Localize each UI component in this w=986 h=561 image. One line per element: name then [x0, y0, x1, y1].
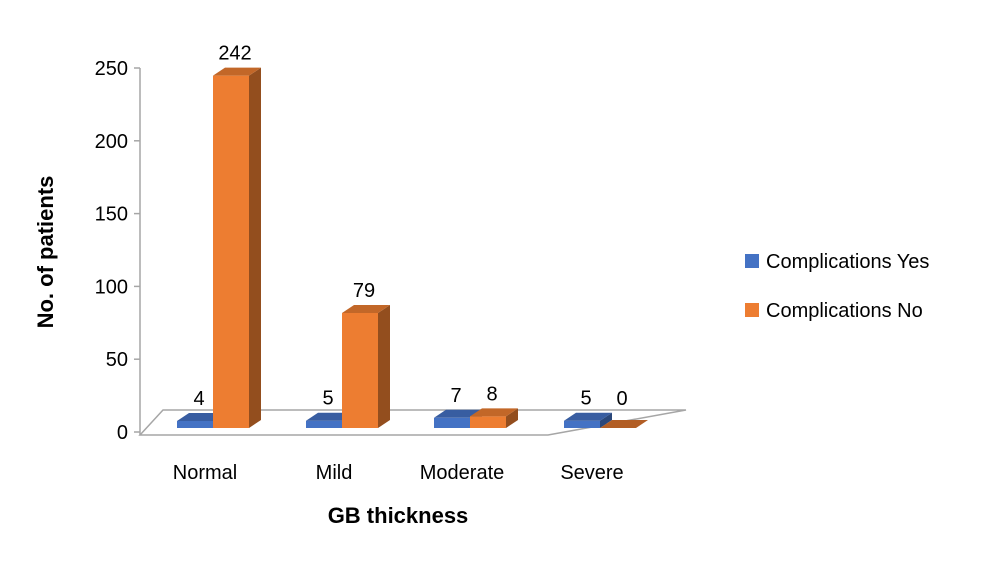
x-tick-label: Severe [560, 462, 623, 484]
x-tick-label: Normal [173, 462, 237, 484]
bar-front-face [470, 416, 506, 428]
legend: Complications Yes Complications No [745, 251, 929, 322]
bar [564, 412, 612, 428]
bar-front-face [177, 421, 213, 428]
legend-swatch [745, 254, 759, 268]
bar-top-face [564, 412, 612, 421]
y-tick-label: 100 [95, 276, 128, 298]
y-tick-label: 50 [106, 349, 128, 371]
y-axis: 0 50 100 150 200 250 [95, 58, 141, 444]
bar-front-face [564, 420, 600, 428]
chart-floor [138, 409, 687, 436]
bar-side-face [249, 67, 261, 428]
legend-label: Complications Yes [766, 251, 929, 273]
y-tick-label: 200 [95, 131, 128, 153]
legend-swatch [745, 303, 759, 317]
bar-side-face [506, 408, 518, 428]
bar [342, 304, 390, 428]
x-axis-title: GB thickness [328, 503, 469, 528]
data-label: 242 [218, 43, 251, 65]
x-tick-label: Mild [316, 462, 353, 484]
data-labels: 4 242 5 79 7 8 5 0 [193, 43, 627, 410]
data-label: 4 [193, 388, 204, 410]
y-tick-label: 250 [95, 58, 128, 80]
bar-front-face [342, 312, 378, 428]
bar [600, 420, 648, 428]
bar-side-face [600, 412, 612, 428]
y-axis-title: No. of patients [33, 176, 58, 329]
data-label: 7 [450, 385, 461, 407]
data-label: 79 [353, 280, 375, 302]
bar [470, 408, 518, 428]
data-label: 0 [616, 388, 627, 410]
bar-front-face [213, 75, 249, 428]
data-label: 5 [580, 388, 591, 410]
legend-label: Complications No [766, 300, 923, 322]
floor-plane [138, 409, 687, 436]
bars [177, 67, 648, 428]
data-label: 8 [486, 383, 497, 405]
bar-front-face [434, 417, 470, 428]
x-tick-label: Moderate [420, 462, 505, 484]
bar [213, 67, 261, 428]
bar-top-face [600, 420, 648, 428]
bar-side-face [378, 304, 390, 428]
y-tick-label: 0 [117, 422, 128, 444]
x-axis-tick-labels: Normal Mild Moderate Severe [173, 462, 624, 484]
bar-top-face [342, 304, 390, 313]
bar-front-face [306, 420, 342, 428]
bar-top-face [213, 67, 261, 76]
bar-top-face [434, 409, 482, 418]
bar-top-face [470, 408, 518, 417]
y-tick-label: 150 [95, 204, 128, 226]
data-label: 5 [322, 388, 333, 410]
